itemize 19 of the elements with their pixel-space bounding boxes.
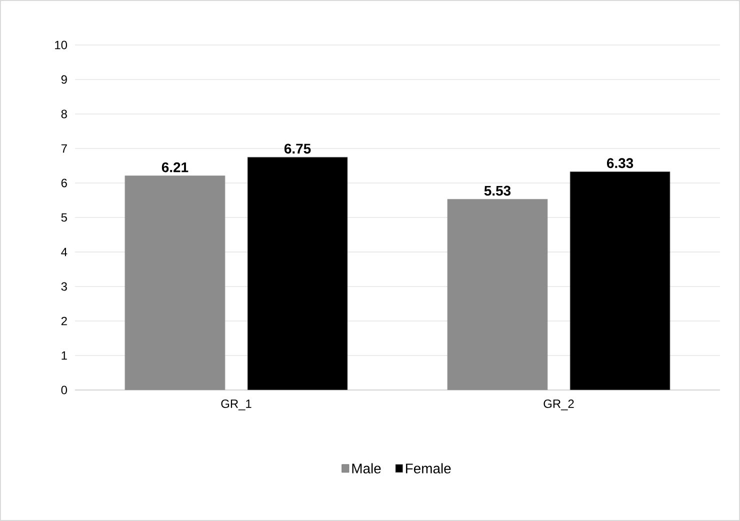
y-tick-label: 3 [61, 282, 67, 291]
x-tick-label: GR_1 [221, 400, 252, 410]
y-tick-label: 6 [61, 178, 67, 188]
data-label: 5.53 [484, 186, 511, 196]
y-tick-label: 7 [61, 144, 67, 153]
legend-label: Male [352, 463, 381, 474]
y-tick-label: 10 [55, 40, 68, 50]
y-tick-label: 1 [62, 351, 67, 360]
y-tick-label: 2 [61, 316, 67, 326]
data-label: 6.21 [162, 162, 188, 172]
x-tick-label: GR_2 [544, 400, 574, 410]
y-tick-label: 5 [61, 213, 67, 222]
y-tick-label: 8 [61, 110, 67, 118]
y-tick-label: 0 [61, 386, 68, 394]
legend-label: Female [406, 463, 451, 474]
data-label: 6.75 [284, 144, 311, 154]
y-tick-label: 9 [61, 75, 67, 84]
y-tick-label: 4 [61, 248, 68, 256]
data-label: 6.33 [606, 158, 634, 168]
